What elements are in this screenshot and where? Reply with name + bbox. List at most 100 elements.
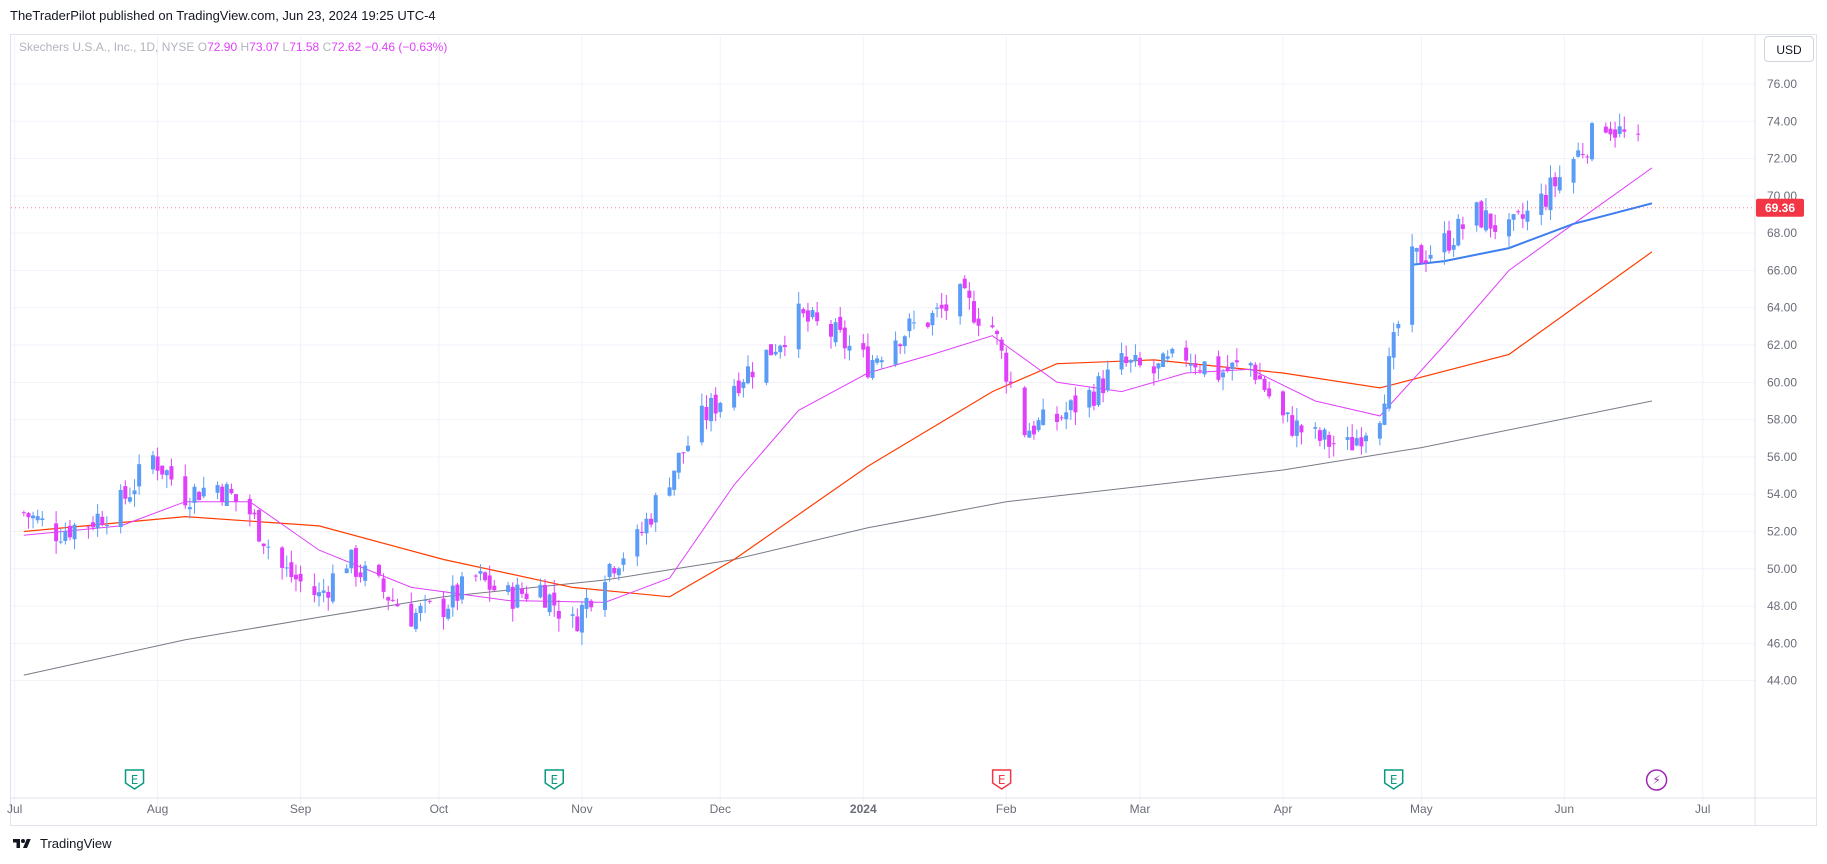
candle-body	[1617, 126, 1622, 134]
candle-body	[602, 582, 607, 611]
candle-body	[842, 327, 847, 349]
candle-body	[1257, 375, 1262, 380]
candle-body	[1230, 362, 1235, 370]
candle-body	[1428, 254, 1433, 259]
x-tick-label: Apr	[1274, 802, 1293, 816]
candle-body	[441, 598, 446, 618]
x-tick-label: Jul	[7, 802, 22, 816]
candle-body	[1290, 415, 1295, 436]
candle-body	[1119, 353, 1124, 370]
y-tick-label: 76.00	[1767, 77, 1797, 91]
candle-body	[1299, 425, 1304, 433]
candle-body	[995, 331, 1000, 335]
candle-body	[1036, 420, 1041, 431]
candle-body	[1151, 366, 1156, 374]
candle-body	[1520, 214, 1525, 219]
candle-body	[1391, 332, 1396, 358]
candle-body	[104, 525, 109, 527]
candle-body	[741, 382, 746, 389]
candle-body	[1096, 376, 1101, 406]
candle-body	[284, 567, 289, 569]
candle-body	[538, 584, 543, 598]
candle-body	[1576, 150, 1581, 157]
candle-body	[312, 586, 317, 596]
candle-body	[556, 610, 561, 619]
candle-body	[681, 452, 686, 454]
y-tick-label: 58.00	[1767, 413, 1797, 427]
candle-body	[810, 310, 815, 318]
candle-body	[958, 284, 963, 317]
candle-body	[91, 522, 96, 528]
candle-body	[879, 360, 884, 363]
y-tick-label: 52.00	[1767, 525, 1797, 539]
candle-body	[616, 568, 621, 576]
candle-body	[293, 574, 298, 580]
candle-body	[229, 488, 234, 494]
candle-body	[828, 323, 833, 337]
x-tick-label: Nov	[571, 802, 592, 816]
tradingview-logo-icon	[13, 838, 31, 848]
candle-body	[1585, 156, 1590, 158]
candle-body	[1543, 194, 1548, 207]
candle-body	[1364, 435, 1369, 442]
candle-body	[1322, 429, 1327, 440]
candle-body	[1064, 412, 1069, 420]
candle-body	[543, 585, 548, 608]
candle-body	[376, 564, 381, 576]
x-tick-label: Sep	[290, 802, 312, 816]
candle-body	[1474, 202, 1479, 226]
candle-body	[778, 345, 783, 353]
candle-body	[1225, 367, 1230, 371]
candle-body	[709, 397, 714, 422]
candle-body	[1197, 370, 1202, 372]
candle-body	[584, 597, 589, 609]
event-label: E	[1390, 773, 1398, 787]
candle-body	[1613, 129, 1618, 138]
candle-body	[160, 465, 165, 475]
candle-body	[1456, 218, 1461, 246]
y-tick-label: 64.00	[1767, 301, 1797, 315]
candle-body	[72, 524, 77, 540]
candle-body	[100, 516, 105, 526]
candle-body	[1087, 389, 1092, 408]
candle-body	[1234, 360, 1239, 363]
candle-body	[1073, 395, 1078, 413]
candle-body	[570, 614, 575, 616]
candle-body	[718, 402, 723, 413]
candle-body	[1138, 357, 1143, 366]
candle-body	[1608, 128, 1613, 135]
candle-body	[446, 608, 451, 619]
candle-body	[861, 343, 866, 350]
candle-body	[1027, 430, 1032, 438]
candle-body	[1460, 224, 1465, 229]
candle-body	[1193, 363, 1198, 368]
y-tick-label: 68.00	[1767, 226, 1797, 240]
candle-body	[183, 476, 188, 506]
candle-body	[224, 484, 229, 506]
candle-body	[197, 491, 202, 501]
candle-body	[1414, 248, 1419, 252]
candle-body	[515, 584, 520, 608]
candle-body	[473, 575, 478, 577]
candle-body	[1128, 360, 1133, 363]
candle-body	[164, 470, 169, 476]
x-tick-label: Aug	[147, 802, 168, 816]
candle-body	[1553, 177, 1558, 187]
candle-body	[1008, 381, 1013, 384]
candle-body	[247, 498, 252, 515]
candle-body	[976, 318, 981, 326]
candle-body	[912, 322, 917, 324]
candle-body	[118, 489, 123, 527]
candle-body	[478, 571, 483, 574]
candle-body	[35, 516, 40, 521]
ma-blue-line	[1411, 202, 1653, 266]
x-tick-label: Feb	[996, 802, 1017, 816]
y-tick-label: 74.00	[1767, 114, 1797, 128]
publish-text: TheTraderPilot published on TradingView.…	[10, 8, 436, 23]
candle-body	[704, 406, 709, 421]
candle-body	[450, 585, 455, 608]
candle-body	[870, 359, 875, 378]
currency-button[interactable]: USD	[1764, 36, 1814, 62]
candle-body	[999, 339, 1004, 351]
